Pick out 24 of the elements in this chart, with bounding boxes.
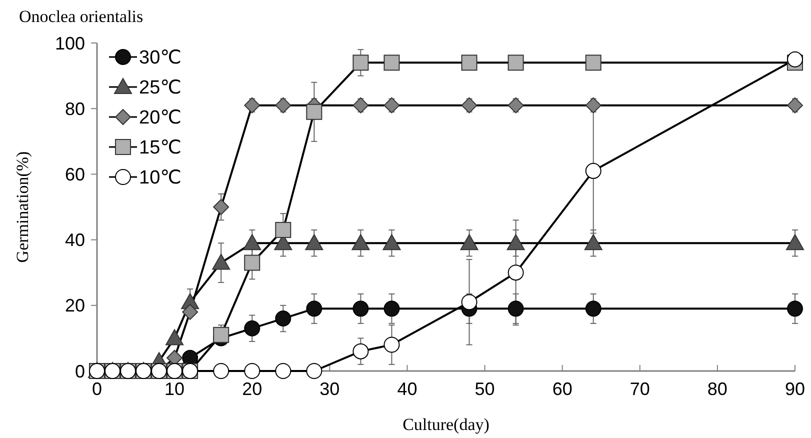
x-axis-title: Culture(day) (402, 415, 490, 434)
y-tick-label: 80 (64, 98, 85, 119)
x-tick-label: 20 (242, 379, 262, 399)
legend-label: 10℃ (139, 168, 182, 189)
x-tick-label: 40 (397, 379, 418, 399)
y-tick-label: 40 (64, 230, 85, 250)
legend-label: 30℃ (139, 48, 182, 69)
y-tick-label: 60 (64, 164, 85, 184)
x-tick-label: 50 (474, 379, 495, 399)
chart-title: Onoclea orientalis (19, 7, 144, 26)
y-tick-label: 100 (54, 33, 85, 54)
x-tick-label: 10 (164, 379, 185, 399)
x-tick-label: 70 (630, 379, 650, 399)
y-tick-label: 0 (74, 361, 85, 382)
legend-label: 20℃ (139, 108, 182, 129)
legend-label: 25℃ (139, 78, 182, 99)
x-tick-label: 80 (707, 379, 728, 399)
legend-label: 15℃ (139, 138, 182, 159)
x-tick-label: 90 (784, 379, 806, 399)
y-axis-title: Germination(%) (13, 151, 32, 263)
x-tick-label: 30 (320, 379, 340, 399)
y-tick-label: 20 (64, 296, 85, 316)
x-tick-label: 0 (92, 379, 102, 399)
x-tick-label: 60 (552, 379, 572, 399)
